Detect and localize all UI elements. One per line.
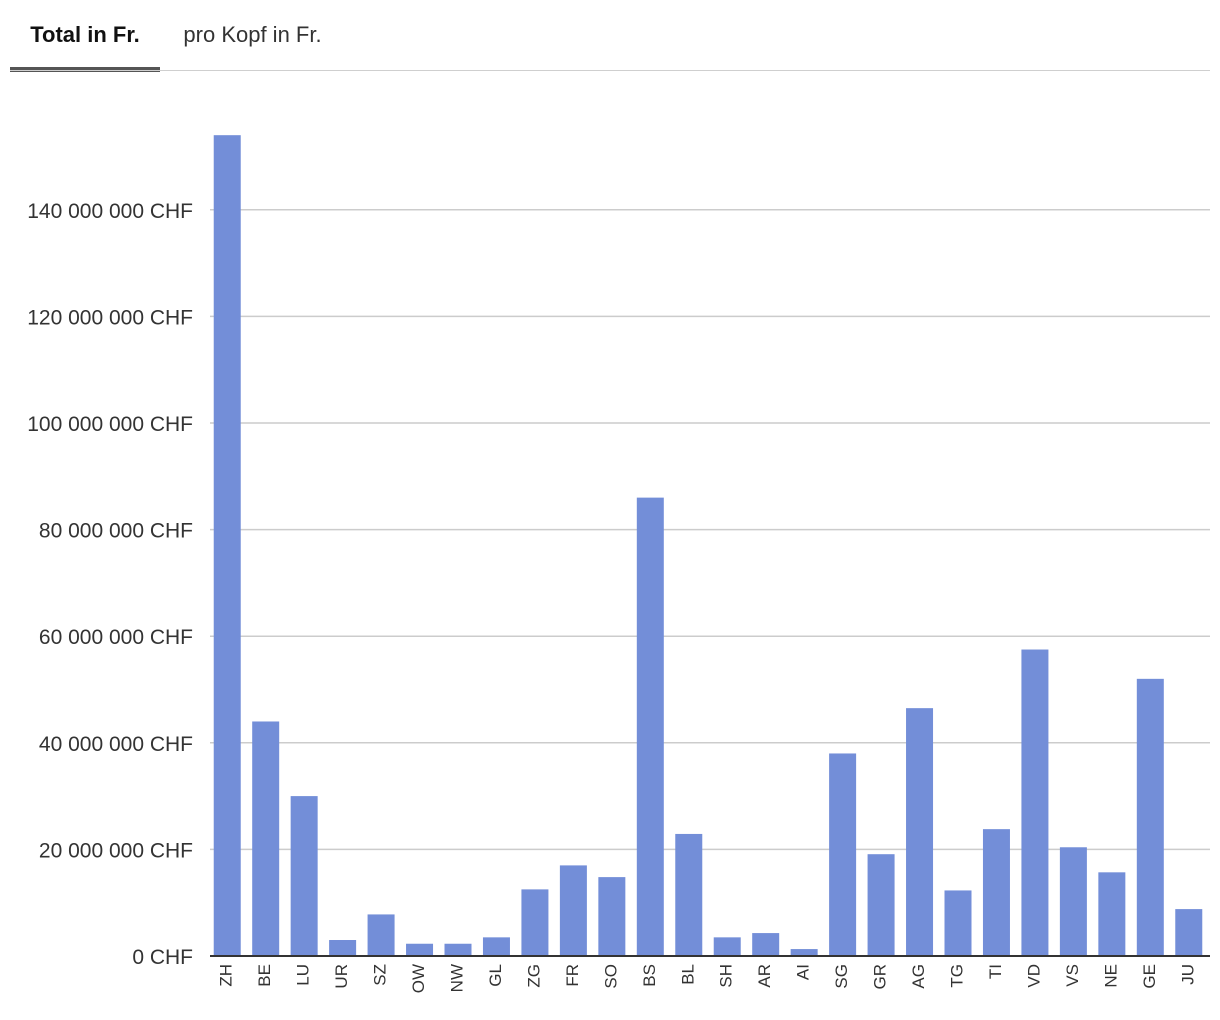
y-tick-label: 20 000 000 CHF: [39, 839, 193, 862]
x-tick-label: FR: [563, 964, 582, 987]
bar-zg[interactable]: [521, 889, 549, 956]
x-tick-label: SZ: [371, 964, 390, 986]
bar-ju[interactable]: [1175, 909, 1203, 956]
bar-vd[interactable]: [1021, 649, 1049, 956]
tab-total[interactable]: Total in Fr.: [10, 22, 160, 72]
x-tick-label: JU: [1178, 964, 1197, 985]
tab-active-underline: [10, 67, 160, 72]
y-tick-label: 0 CHF: [132, 946, 193, 969]
x-tick-label: VD: [1024, 964, 1043, 988]
tab-total-label: Total in Fr.: [30, 22, 140, 47]
bar-tg[interactable]: [944, 890, 972, 956]
x-tick-label: GR: [871, 964, 890, 990]
bar-gl[interactable]: [482, 937, 510, 956]
y-tick-label: 140 000 000 CHF: [27, 200, 193, 223]
y-axis: 0 CHF 20 000 000 CHF 40 000 000 CHF 60 000 …: [27, 200, 193, 969]
x-tick-label: TI: [986, 964, 1005, 979]
x-tick-label: BE: [255, 964, 274, 987]
bar-be[interactable]: [252, 721, 280, 956]
bar-bl[interactable]: [675, 833, 703, 956]
y-tick-label: 100 000 000 CHF: [27, 413, 193, 436]
bar-ge[interactable]: [1136, 678, 1164, 956]
bar-nw[interactable]: [444, 943, 472, 956]
tab-per-capita-label: pro Kopf in Fr.: [183, 22, 322, 47]
bar-sg[interactable]: [829, 753, 857, 956]
bar-zh[interactable]: [213, 135, 241, 956]
bar-ai[interactable]: [790, 949, 818, 956]
x-tick-label: SH: [717, 964, 736, 988]
y-tick-label: 120 000 000 CHF: [27, 306, 193, 329]
bar-ne[interactable]: [1098, 872, 1126, 956]
tab-bar: Total in Fr. pro Kopf in Fr.: [10, 0, 1210, 72]
x-axis: ZH BE LU UR SZ OW NW GL ZG FR SO BS BL SH AR AI SG GR AG TG…: [210, 955, 1210, 993]
bar-sh[interactable]: [713, 937, 741, 956]
grid-lines: [210, 209, 1210, 851]
bar-fr[interactable]: [559, 865, 587, 956]
bar-lu[interactable]: [290, 796, 318, 956]
x-tick-label: OW: [409, 964, 428, 993]
bar-sz[interactable]: [367, 914, 395, 956]
bar-chart: 0 CHF 20 000 000 CHF 40 000 000 CHF 60 000 …: [27, 135, 1210, 993]
bar-ar[interactable]: [752, 933, 780, 956]
x-tick-label: AR: [755, 964, 774, 988]
x-tick-label: ZG: [524, 964, 543, 988]
x-tick-label: GL: [486, 964, 505, 987]
y-tick-label: 40 000 000 CHF: [39, 733, 193, 756]
bar-bs[interactable]: [636, 497, 664, 956]
x-tick-label: NW: [447, 964, 466, 992]
x-tick-label: LU: [294, 964, 313, 986]
x-tick-label: NE: [1101, 964, 1120, 988]
bar-gr[interactable]: [867, 854, 895, 956]
x-tick-label: SO: [601, 964, 620, 989]
x-tick-label: GE: [1140, 964, 1159, 989]
bars: [213, 135, 1203, 956]
x-tick-label: UR: [332, 964, 351, 989]
x-tick-label: TG: [947, 964, 966, 988]
bar-ag[interactable]: [906, 708, 934, 956]
x-tick-label: AG: [909, 964, 928, 989]
bar-ow[interactable]: [406, 943, 434, 956]
x-tick-label: AI: [794, 964, 813, 980]
x-tick-label: BS: [640, 964, 659, 987]
y-tick-label: 80 000 000 CHF: [39, 520, 193, 543]
bar-so[interactable]: [598, 877, 626, 956]
y-tick-label: 60 000 000 CHF: [39, 626, 193, 649]
x-tick-label: ZH: [217, 964, 236, 987]
x-tick-label: BL: [678, 964, 697, 985]
x-tick-label: VS: [1063, 964, 1082, 987]
bar-ti[interactable]: [982, 829, 1010, 956]
x-tick-label: SG: [832, 964, 851, 989]
tab-bar-divider: [10, 70, 1210, 71]
bar-vs[interactable]: [1059, 847, 1087, 956]
tab-per-capita[interactable]: pro Kopf in Fr.: [170, 22, 335, 70]
bar-ur[interactable]: [329, 940, 357, 956]
